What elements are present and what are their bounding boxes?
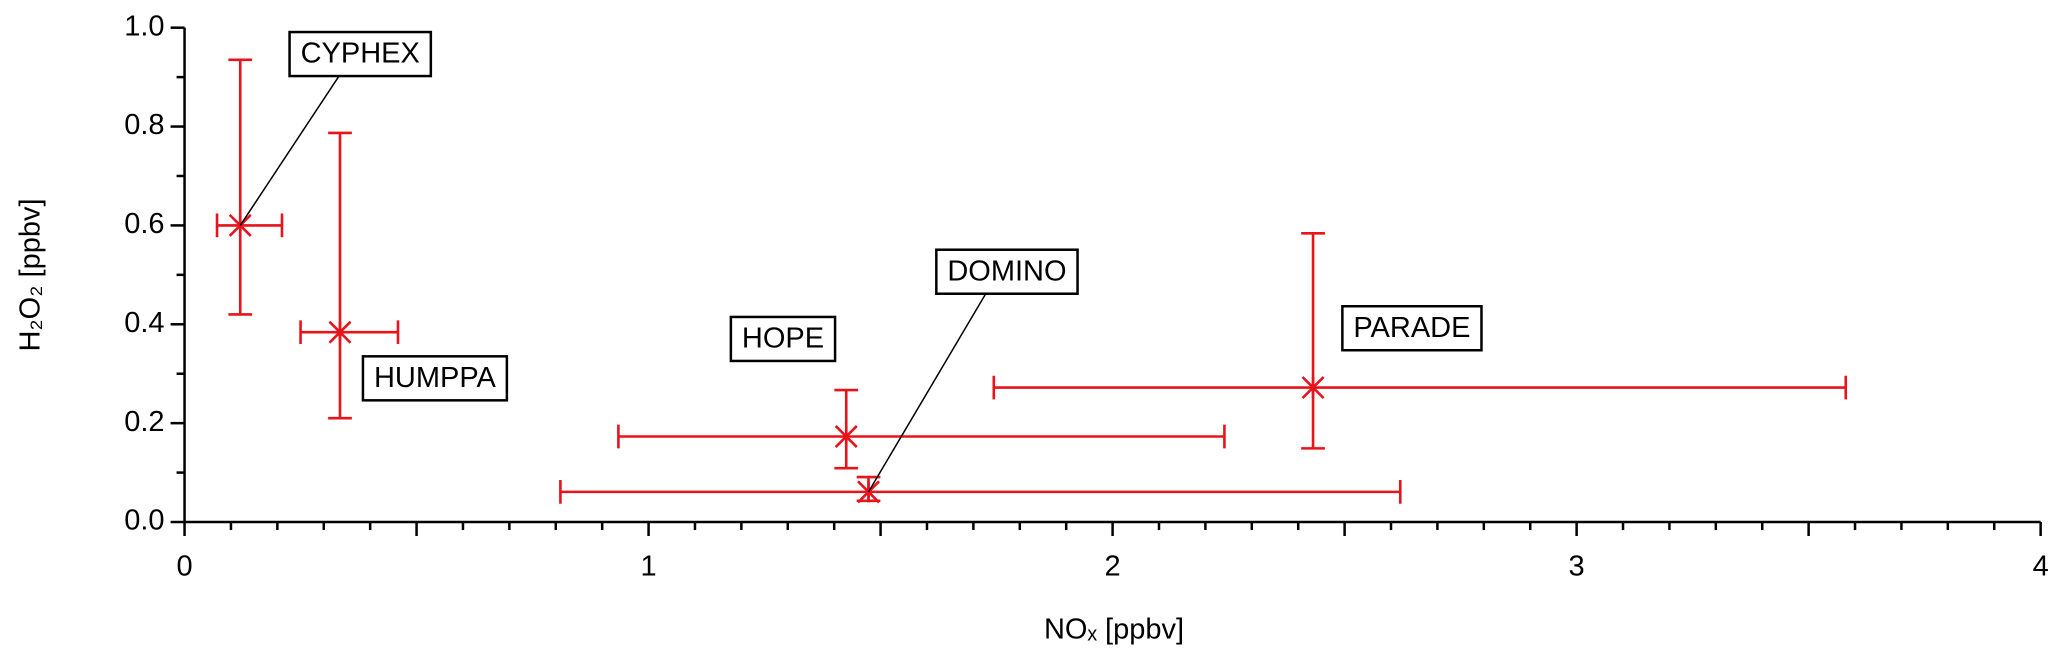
x-error-bar — [299, 320, 400, 345]
leader-line — [239, 75, 340, 226]
x-tick-label: 3 — [1569, 551, 1585, 583]
annotation-box — [288, 30, 433, 78]
x-axis-label: NOₓ [ppbv] — [1044, 614, 1184, 646]
annotation-box — [1341, 304, 1483, 352]
y-axis-label: H₂O₂ [ppbv] — [15, 198, 47, 351]
y-tick-label: 0.4 — [124, 307, 164, 339]
annotation-box — [361, 355, 509, 402]
x-error-bar — [559, 480, 1402, 504]
marker — [834, 425, 858, 448]
x-tick-label: 1 — [641, 551, 657, 583]
x-error-bar — [992, 375, 1848, 400]
marker — [1301, 376, 1325, 400]
y-tick-label: 0.2 — [124, 406, 164, 438]
y-error-bar — [328, 131, 352, 420]
y-error-bar — [1301, 232, 1325, 450]
x-tick-label: 4 — [2033, 551, 2049, 583]
y-tick-label: 1.0 — [124, 10, 164, 42]
annotation-label: CYPHEX — [301, 38, 420, 70]
x-error-bar — [617, 424, 1226, 449]
annotation-box — [935, 248, 1079, 295]
annotation-label: PARADE — [1353, 312, 1470, 344]
x-tick-label: 2 — [1105, 551, 1121, 583]
y-tick-label: 0.8 — [124, 109, 164, 141]
x-error-bar — [215, 213, 284, 238]
annotation-label: DOMINO — [947, 255, 1066, 287]
marker — [228, 213, 252, 237]
marker — [328, 320, 352, 344]
annotation-label: HUMPPA — [374, 362, 497, 394]
annotation-label: HOPE — [742, 323, 824, 355]
leader-line — [867, 293, 987, 493]
x-tick-label: 0 — [176, 551, 192, 583]
y-tick-label: 0.6 — [124, 208, 164, 240]
y-error-bar — [228, 58, 253, 316]
y-tick-label: 0.0 — [124, 505, 164, 537]
annotation-box — [729, 315, 837, 363]
